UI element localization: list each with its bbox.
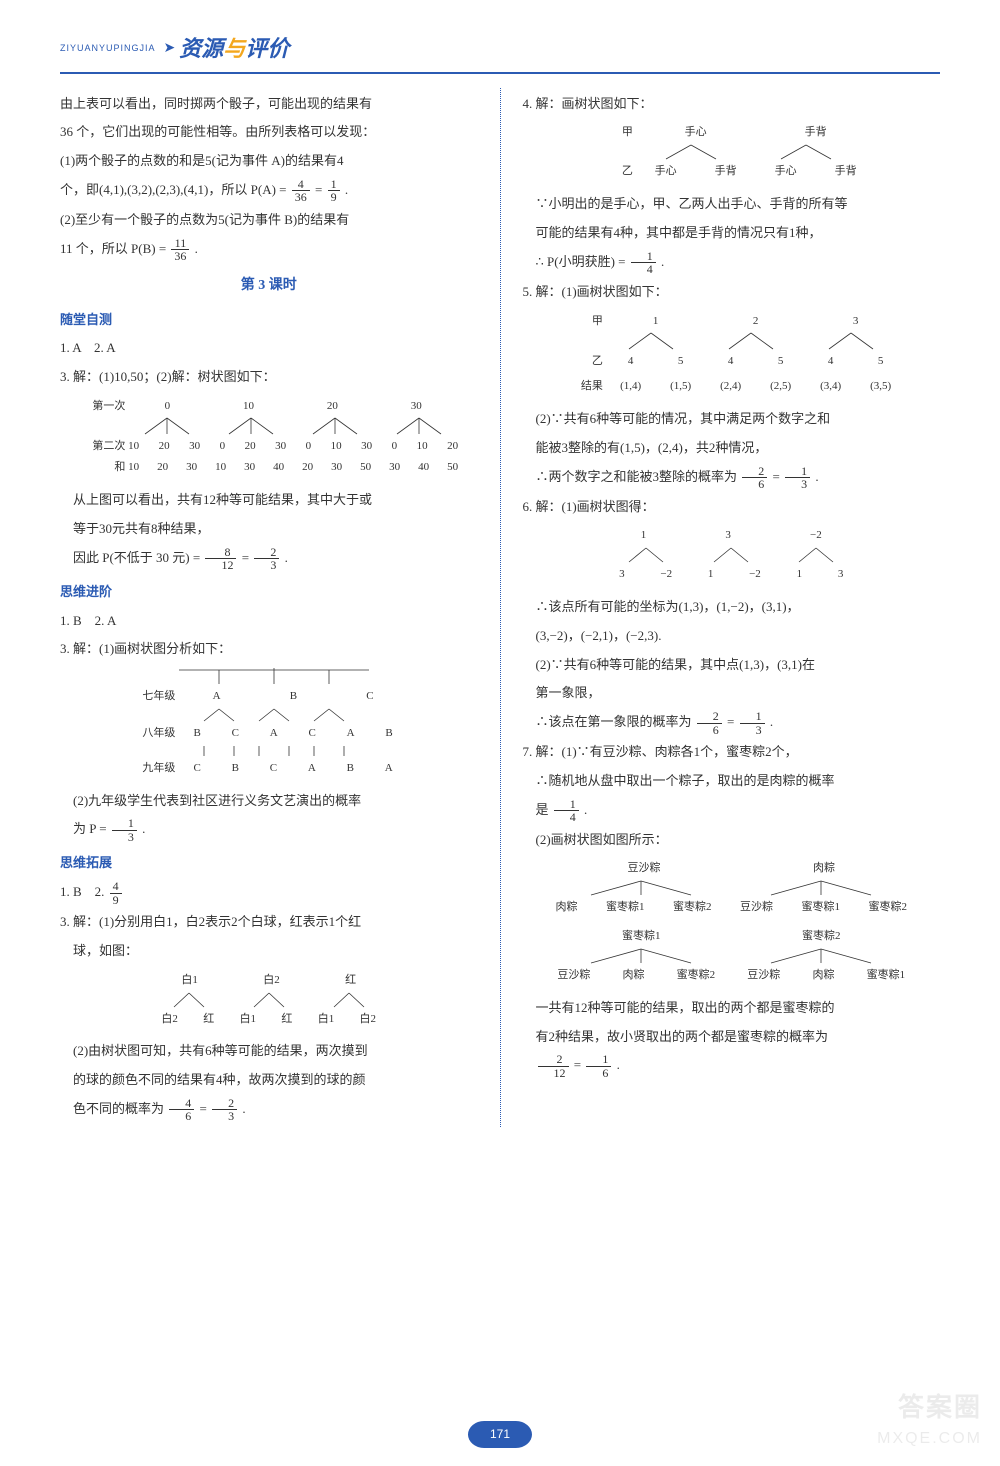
tree-diagram-5: 甲 123 乙 45 45 45 <box>523 311 941 398</box>
tree-diagram-1: 第一次 0 10 20 30 <box>60 396 478 479</box>
tree-branches <box>119 744 419 758</box>
text: . <box>195 241 198 256</box>
text: 色不同的概率为 46 = 23 . <box>60 1097 478 1123</box>
text: 个，即(4,1),(3,2),(2,3),(4,1)，所以 P(A) = <box>60 182 290 197</box>
text: 是 14 . <box>523 798 941 824</box>
text: . <box>345 182 348 197</box>
text: ∴两个数字之和能被3整除的概率为 26 = 13 . <box>523 465 941 491</box>
text: 36 个，它们出现的可能性相等。由所列表格可以发现： <box>60 120 478 145</box>
text: ∴该点所有可能的坐标为(1,3)，(1,−2)，(3,1)， <box>523 595 941 620</box>
text: 的球的颜色不同的结果有4种，故两次摸到的球的颜 <box>60 1068 478 1093</box>
fraction: 14 <box>554 798 579 824</box>
right-column: 4. 解：画树状图如下： 甲 手心手背 乙 手心手背 <box>523 88 941 1127</box>
tree-diagram-4: 甲 手心手背 乙 手心手背 手心手背 <box>523 122 941 182</box>
lesson-title: 第 3 课时 <box>60 273 478 300</box>
tree-branches <box>119 707 419 723</box>
fraction: 13 <box>740 710 765 736</box>
text: 一共有12种等可能的结果，取出的两个都是蜜枣粽的 <box>523 996 941 1021</box>
text: 5. 解：(1)画树状图如下： <box>523 280 941 305</box>
title-b: 评价 <box>245 36 289 61</box>
text: 从上图可以看出，共有12种等可能结果，其中大于或 <box>60 488 478 513</box>
text: 等于30元共有8种结果， <box>60 517 478 542</box>
fraction: 23 <box>212 1097 237 1123</box>
fraction: 436 <box>292 178 310 204</box>
answers: 1. B 2. A <box>60 609 478 634</box>
text: (3,−2)，(−2,1)，(−2,3). <box>523 624 941 649</box>
fraction: 26 <box>697 710 722 736</box>
text: ∴ P(小明获胜) = 14 . <box>523 250 941 276</box>
fraction: 16 <box>586 1053 611 1079</box>
arrow-icon: ➤ <box>164 36 176 63</box>
fraction: 19 <box>328 178 340 204</box>
header-title: 资源与评价 <box>179 28 289 70</box>
subheading: 思维进阶 <box>60 580 478 605</box>
text: 因此 P(不低于 30 元) = 812 = 23 . <box>60 546 478 572</box>
text: 3. 解：(1)10,50；(2)解：树状图如下： <box>60 365 478 390</box>
text: 为 P = 13 . <box>60 817 478 843</box>
tree-diagram-2: 七年级 ABC 八年级 BC AC AB <box>60 668 478 779</box>
tree-branches <box>581 143 881 161</box>
text: ∵小明出的是手心，甲、乙两人出手心、手背的所有等 <box>523 192 941 217</box>
text: 4. 解：画树状图如下： <box>523 92 941 117</box>
watermark-url: MXQE.COM <box>877 1424 982 1454</box>
text: 3. 解：(1)分别用白1，白2表示2个白球，红表示1个红 <box>60 910 478 935</box>
text: 有2种结果，故小贤取出的两个都是蜜枣粽的概率为 <box>523 1025 941 1050</box>
header-pinyin: ZIYUANYUPINGJIA <box>60 40 156 57</box>
answers: 1. B 2. 49 <box>60 880 478 906</box>
page-header: ZIYUANYUPINGJIA ➤ 资源与评价 <box>60 28 940 74</box>
fraction: 46 <box>169 1097 194 1123</box>
tree-branches <box>541 947 921 965</box>
column-divider <box>500 88 501 1127</box>
tree-branches <box>551 331 911 351</box>
text: (2)画树状图如图所示： <box>523 828 941 853</box>
title-a: 资源 <box>179 36 223 61</box>
text: = <box>315 182 326 197</box>
text: 11 个，所以 P(B) = 1136 . <box>60 237 478 263</box>
tree-branches <box>79 416 459 436</box>
text: 能被3整除的有(1,5)，(2,4)，共2种情况， <box>523 436 941 461</box>
title-mid: 与 <box>223 36 245 61</box>
text: 212 = 16 . <box>523 1053 941 1079</box>
fraction: 13 <box>112 817 137 843</box>
answers: 1. A 2. A <box>60 336 478 361</box>
text: (2)∵共有6种等可能的结果，其中点(1,3)，(3,1)在 <box>523 653 941 678</box>
page-number: 171 <box>468 1421 532 1448</box>
text: ∴该点在第一象限的概率为 26 = 13 . <box>523 710 941 736</box>
tree-branches <box>139 991 399 1009</box>
text: ∴随机地从盘中取出一个粽子，取出的是肉粽的概率 <box>523 769 941 794</box>
text: 11 个，所以 P(B) = <box>60 241 169 256</box>
left-column: 由上表可以看出，同时掷两个骰子，可能出现的结果有 36 个，它们出现的可能性相等… <box>60 88 478 1127</box>
text: 可能的结果有4种，其中都是手背的情况只有1种， <box>523 221 941 246</box>
fraction: 14 <box>631 250 656 276</box>
text: (2)由树状图可知，共有6种等可能的结果，两次摸到 <box>60 1039 478 1064</box>
tree-branches <box>119 668 419 686</box>
tree-diagram-6: 13−2 3−2 1−2 13 <box>523 525 941 585</box>
text: (2)至少有一个骰子的点数为5(记为事件 B)的结果有 <box>60 208 478 233</box>
fraction: 23 <box>254 546 279 572</box>
page: ZIYUANYUPINGJIA ➤ 资源与评价 由上表可以看出，同时掷两个骰子，… <box>0 0 1000 1466</box>
fraction: 13 <box>785 465 810 491</box>
tree-diagram-3: 白1白2红 白2红 白1红 白1白2 <box>60 970 478 1030</box>
fraction: 26 <box>742 465 767 491</box>
subheading: 随堂自测 <box>60 308 478 333</box>
subheading: 思维拓展 <box>60 851 478 876</box>
fraction: 812 <box>205 546 236 572</box>
text: 球，如图： <box>60 939 478 964</box>
tree-branches <box>541 879 921 897</box>
tree-branches <box>591 546 871 564</box>
text: 个，即(4,1),(3,2),(2,3),(4,1)，所以 P(A) = 436… <box>60 178 478 204</box>
text: 6. 解：(1)画树状图得： <box>523 495 941 520</box>
text: 由上表可以看出，同时掷两个骰子，可能出现的结果有 <box>60 92 478 117</box>
tree-diagram-7: 豆沙粽肉粽 肉粽蜜枣粽1蜜枣粽2 豆沙粽蜜枣粽1蜜枣粽2 蜜枣粽1蜜枣粽2 <box>523 858 941 986</box>
text: 第一象限， <box>523 681 941 706</box>
fraction: 49 <box>110 880 122 906</box>
text: (2)∵共有6种等可能的情况，其中满足两个数字之和 <box>523 407 941 432</box>
text: 3. 解：(1)画树状图分析如下： <box>60 637 478 662</box>
fraction: 212 <box>538 1053 569 1079</box>
text: (1)两个骰子的点数的和是5(记为事件 A)的结果有4 <box>60 149 478 174</box>
text: (2)九年级学生代表到社区进行义务文艺演出的概率 <box>60 789 478 814</box>
content-columns: 由上表可以看出，同时掷两个骰子，可能出现的结果有 36 个，它们出现的可能性相等… <box>60 88 940 1127</box>
text: 7. 解：(1)∵有豆沙粽、肉粽各1个，蜜枣粽2个， <box>523 740 941 765</box>
fraction: 1136 <box>171 237 189 263</box>
